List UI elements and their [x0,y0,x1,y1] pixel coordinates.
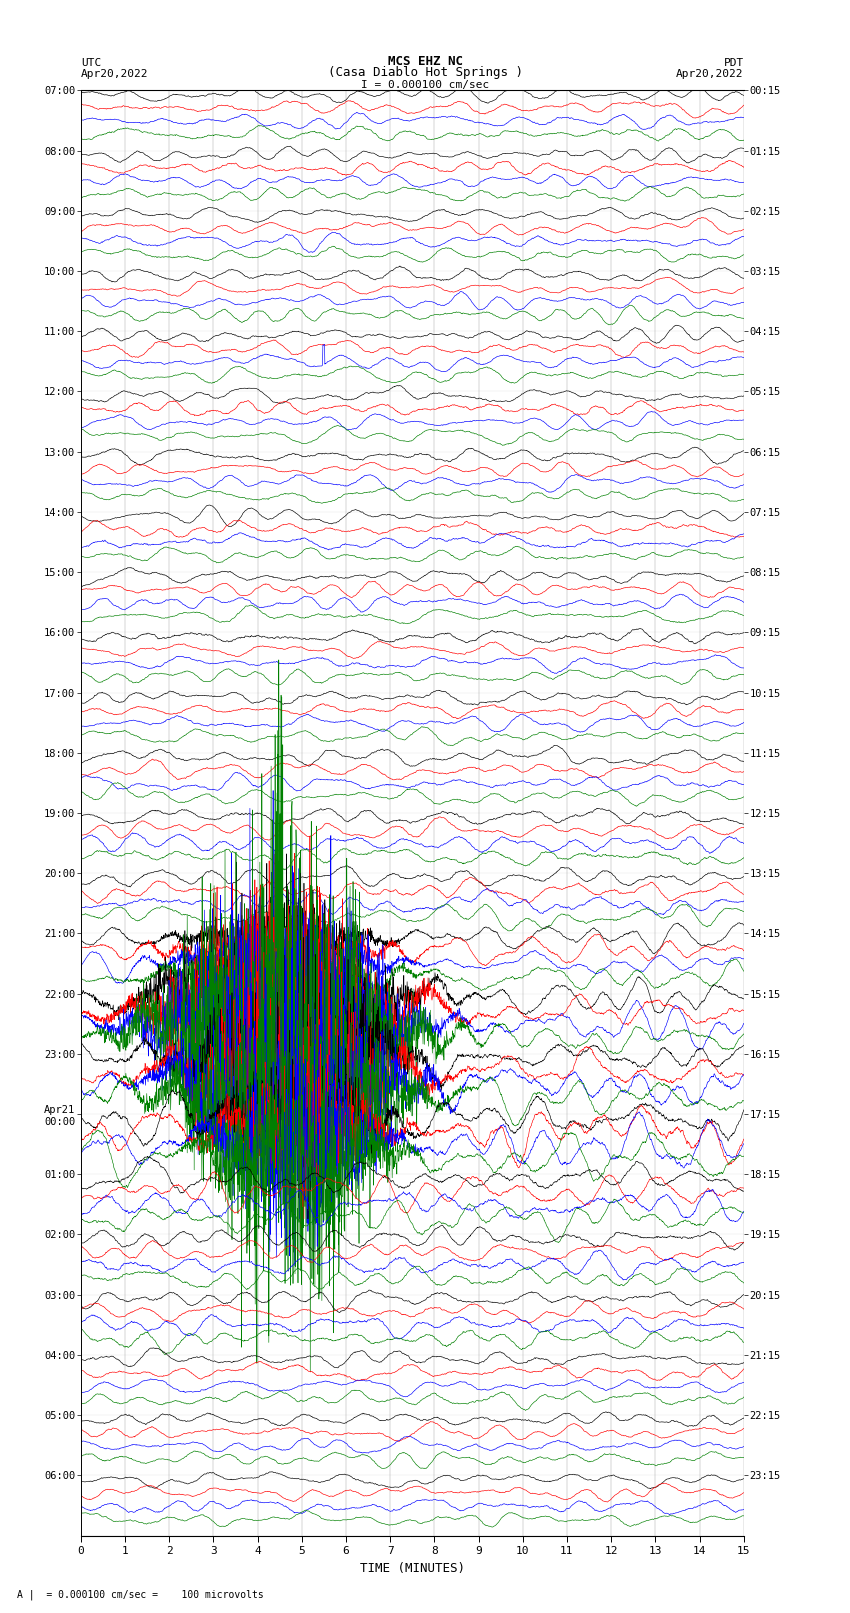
Text: UTC: UTC [81,58,101,68]
Text: I = 0.000100 cm/sec: I = 0.000100 cm/sec [361,81,489,90]
Text: MCS EHZ NC: MCS EHZ NC [388,55,462,68]
Text: Apr20,2022: Apr20,2022 [81,69,148,79]
Text: Apr20,2022: Apr20,2022 [677,69,744,79]
X-axis label: TIME (MINUTES): TIME (MINUTES) [360,1561,465,1574]
Text: PDT: PDT [723,58,744,68]
Text: (Casa Diablo Hot Springs ): (Casa Diablo Hot Springs ) [327,66,523,79]
Text: A |  = 0.000100 cm/sec =    100 microvolts: A | = 0.000100 cm/sec = 100 microvolts [17,1589,264,1600]
